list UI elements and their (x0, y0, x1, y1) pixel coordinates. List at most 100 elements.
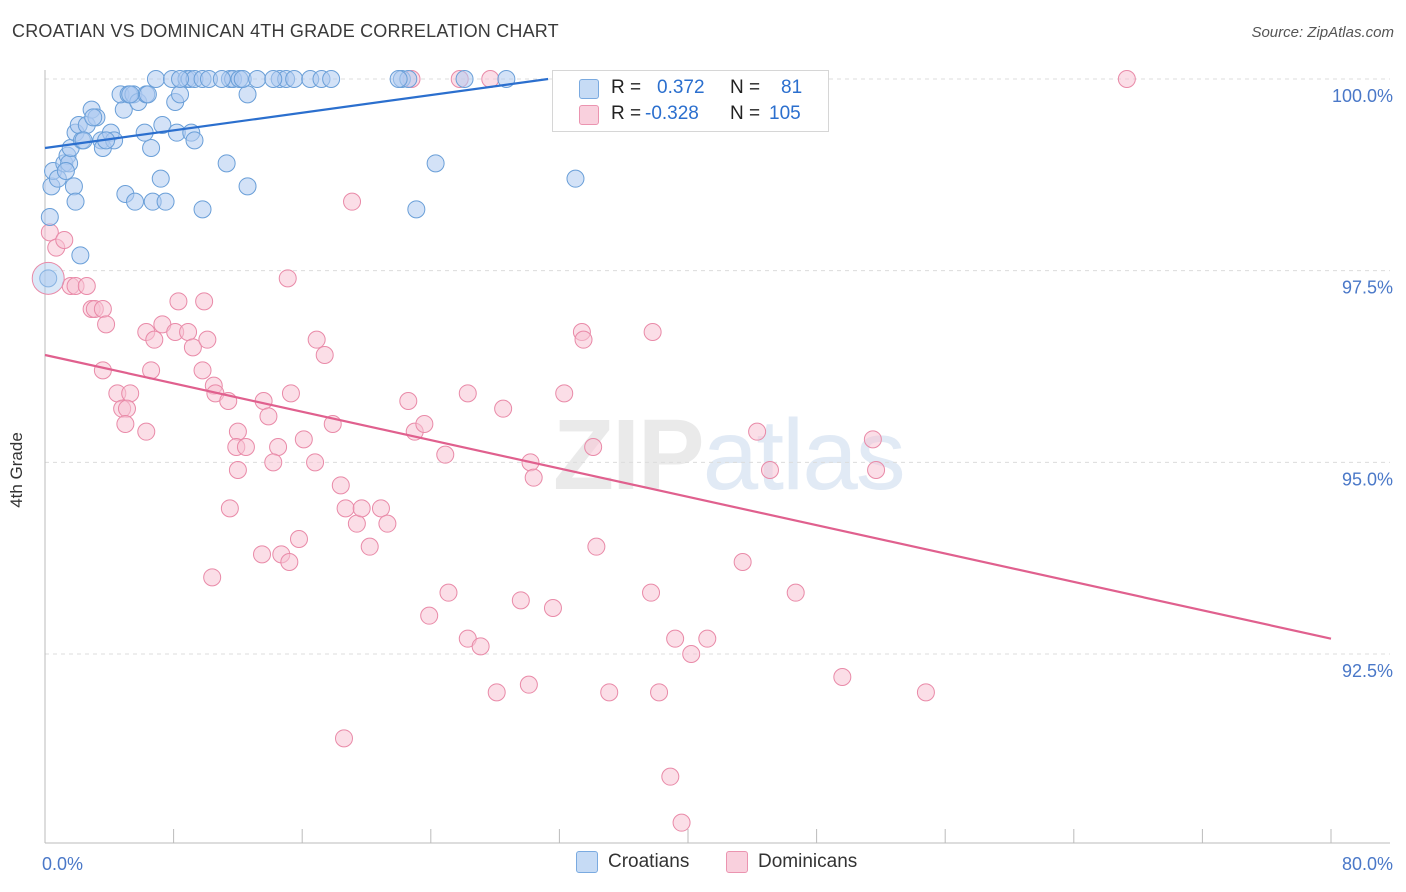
dominicans-point (439, 583, 458, 602)
dominicans-point (347, 514, 366, 533)
dominicans-point (786, 583, 805, 602)
dominicans-point (399, 392, 418, 410)
legend-r-label: R = (611, 103, 642, 124)
dominicans-point (524, 468, 543, 487)
dominicans-point (315, 346, 334, 364)
dominicans-point (169, 292, 188, 311)
dominicans-point (650, 683, 669, 702)
croatians-point (185, 131, 204, 150)
dominicans-point (436, 445, 455, 464)
croatians-point (426, 154, 445, 173)
dominicans-point (198, 330, 217, 349)
croatians-legend-label: Croatians (608, 851, 690, 872)
dominicans-point (733, 553, 752, 571)
dominicans-point (121, 384, 140, 403)
dominicans-point (672, 813, 691, 832)
x-tick-label: 80.0% (1342, 854, 1393, 874)
dominicans-point (867, 461, 886, 479)
legend-item-dominicans[interactable]: Dominicans (726, 851, 857, 873)
legend-item-croatians[interactable]: Croatians (576, 851, 689, 873)
dominicans-point (833, 668, 852, 686)
dominicans-point (77, 277, 96, 295)
croatians-trend-line (44, 77, 549, 150)
croatians-point (74, 131, 93, 150)
croatians-legend-swatch (576, 851, 598, 873)
dominicans-point (307, 330, 326, 349)
dominicans-point (259, 407, 278, 426)
y-tick-label: 95.0% (1342, 469, 1393, 489)
croatians-point (66, 192, 85, 211)
legend-r-value: 0.372 (657, 77, 705, 98)
croatians-point (153, 116, 172, 134)
legend-n-value: 81 (781, 77, 803, 98)
dominicans-point (378, 514, 397, 533)
dominicans-point (371, 499, 390, 518)
dominicans-point (183, 338, 202, 357)
legend-n-value: 105 (769, 103, 801, 124)
croatians-point (156, 192, 175, 211)
dominicans-legend-label: Dominicans (758, 851, 858, 872)
croatians-point (217, 154, 236, 173)
croatians-points (31, 70, 643, 295)
legend-r-value: -0.328 (645, 103, 699, 124)
dominicans-point (748, 422, 767, 441)
croatians-point (126, 192, 145, 211)
dominicans-point (494, 399, 513, 418)
dominicans-point (584, 438, 603, 456)
croatians-point (322, 70, 341, 88)
croatians-point (285, 70, 304, 88)
croatians-point (389, 70, 408, 88)
cluster-point (31, 261, 65, 295)
dominicans-point (600, 683, 619, 702)
dominicans-point (193, 361, 212, 380)
croatians-point (193, 200, 212, 219)
croatians-point (455, 70, 474, 88)
croatians-point (142, 139, 161, 157)
dominicans-point (519, 675, 538, 694)
dominicans-point (269, 438, 288, 456)
dominicans-point (511, 591, 530, 610)
y-tick-label: 97.5% (1342, 278, 1393, 298)
dominicans-point (278, 269, 297, 288)
croatians-point (151, 169, 170, 188)
croatians-point (212, 70, 231, 88)
x-tick-label: 0.0% (42, 854, 83, 874)
dominicans-point (289, 530, 308, 548)
croatians-point (138, 85, 157, 104)
dominicans-point (294, 430, 313, 449)
dominicans-point (760, 461, 779, 479)
dominicans-legend-swatch (726, 851, 748, 873)
grid-lines (45, 78, 1390, 655)
croatians-point (56, 162, 75, 180)
dominicans-point (587, 537, 606, 556)
dominicans-point (228, 461, 247, 479)
croatians-point (238, 85, 257, 104)
dominicans-point (643, 323, 662, 341)
dominicans-point (306, 453, 325, 472)
dominicans-point (343, 192, 362, 211)
croatians-swatch (579, 79, 599, 99)
croatians-point (84, 108, 103, 127)
croatians-point (566, 169, 585, 188)
dominicans-point (236, 438, 255, 456)
dominicans-point (642, 583, 661, 602)
dominicans-point (336, 499, 355, 518)
watermark-atlas: atlas (702, 399, 906, 511)
dominicans-point (93, 361, 112, 380)
dominicans-point (55, 231, 74, 249)
dominicans-point (352, 499, 371, 518)
dominicans-trend-line (44, 353, 1332, 640)
y-tick-label: 100.0% (1332, 86, 1393, 106)
dominicans-point (264, 453, 283, 472)
dominicans-point (574, 330, 593, 349)
watermark-zip: ZIP (553, 399, 705, 511)
dominicans-point (137, 422, 156, 441)
dominicans-point (471, 637, 490, 656)
dominicans-point (145, 330, 164, 349)
dominicans-point (863, 430, 882, 449)
dominicans-point (481, 70, 500, 88)
dominicans-point (420, 606, 439, 625)
dominicans-swatch (579, 105, 599, 125)
legend-r-label: R = (611, 77, 642, 98)
